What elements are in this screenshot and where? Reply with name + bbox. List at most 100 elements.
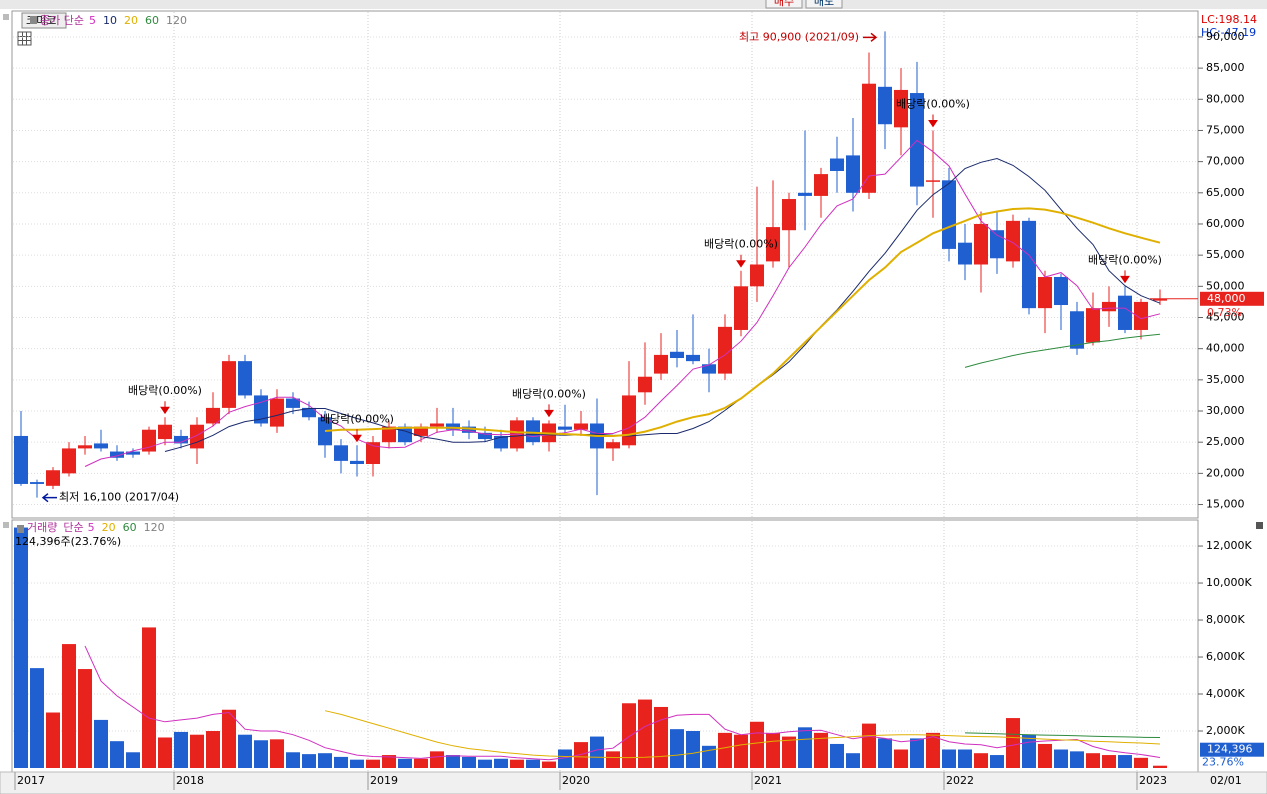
candle-body <box>254 395 268 424</box>
candle-body <box>222 361 236 408</box>
volume-bar <box>254 740 268 768</box>
candle-body <box>206 407 220 424</box>
y-tick-label: 12,000K <box>1206 539 1252 552</box>
candle-body <box>414 426 428 436</box>
candle-body <box>526 420 540 443</box>
volume-bar <box>654 706 668 768</box>
candle-body <box>318 417 332 446</box>
change-label: 0.73% <box>1207 306 1242 319</box>
candle-body <box>782 199 796 231</box>
sell-label[interactable]: 매도 <box>814 0 834 8</box>
volume-bar <box>926 732 940 768</box>
ma-line <box>164 157 1161 452</box>
hc-label: HC:-47.19 <box>1201 26 1256 39</box>
max-arrow <box>863 32 878 42</box>
y-tick-label: 90,000 <box>1206 30 1245 43</box>
y-tick-label: 40,000 <box>1206 342 1245 355</box>
ma-line <box>964 732 1161 738</box>
legend-icon <box>17 525 24 533</box>
volume-bar <box>430 751 444 768</box>
y-tick-label: 20,000 <box>1206 466 1245 479</box>
volume-bar <box>462 756 476 768</box>
last-volume-label: 124,396 <box>1207 743 1253 756</box>
volume-bar <box>1070 751 1084 768</box>
volume-bar <box>206 731 220 768</box>
volume-bar <box>558 749 572 768</box>
price-panel <box>11 10 1199 519</box>
min-arrow <box>41 493 57 503</box>
candle-body <box>846 155 860 193</box>
lc-label: LC:198.14 <box>1201 13 1257 26</box>
candle-body <box>878 86 892 125</box>
volume-bar <box>942 749 956 768</box>
volume-bar <box>62 644 76 768</box>
candle-body <box>1153 298 1167 301</box>
volume-bar <box>974 753 988 768</box>
volume-bar <box>158 737 172 768</box>
candle-body <box>990 230 1004 259</box>
y-tick-label: 75,000 <box>1206 123 1245 136</box>
candle-body <box>814 174 828 196</box>
volume-bar <box>94 719 108 768</box>
candle-body <box>974 223 988 265</box>
volume-bar <box>622 703 636 768</box>
x-tick-label: 2023 <box>1139 774 1167 787</box>
buy-label[interactable]: 매수 <box>774 0 794 8</box>
volume-bar <box>606 751 620 768</box>
candle-body <box>238 361 252 396</box>
volume-bar <box>398 758 412 768</box>
candle-body <box>366 442 380 465</box>
volume-bar <box>1134 757 1148 768</box>
candle-body <box>1006 220 1020 262</box>
dividend-arrow <box>160 401 170 415</box>
sell-button[interactable] <box>805 0 843 9</box>
volume-bar <box>1153 765 1167 768</box>
candle-body <box>830 158 844 171</box>
volume-bar <box>526 759 540 768</box>
legend-entry: 10 <box>103 14 117 27</box>
volume-caption: 124,396주(23.76%) <box>15 535 121 548</box>
candle-body <box>1134 301 1148 330</box>
legend-entry: 20 <box>102 521 116 534</box>
candle-body <box>1070 311 1084 349</box>
y-tick-label: 35,000 <box>1206 373 1245 386</box>
candle-body <box>862 83 876 193</box>
ma-line <box>324 207 1161 437</box>
panel-close[interactable] <box>1256 522 1263 529</box>
y-tick-label: 10,000K <box>1206 576 1252 589</box>
candle-body <box>638 376 652 393</box>
volume-bar <box>446 755 460 768</box>
candle-body <box>654 354 668 374</box>
y-tick-label: 70,000 <box>1206 155 1245 168</box>
volume-bar <box>686 731 700 768</box>
volume-bar <box>862 723 876 768</box>
volume-bar <box>302 754 316 768</box>
candle-body <box>766 227 780 262</box>
volume-bar <box>222 709 236 768</box>
buy-button[interactable] <box>765 0 803 9</box>
ma-line <box>324 710 1161 759</box>
x-tick-label: 2019 <box>370 774 398 787</box>
volume-bar <box>638 699 652 768</box>
grid-icon[interactable] <box>17 31 32 46</box>
volume-bar <box>1118 755 1132 768</box>
y-tick-label: 60,000 <box>1206 217 1245 230</box>
candle-body <box>686 354 700 362</box>
volume-bar <box>238 734 252 768</box>
candle-body <box>718 326 732 374</box>
candle-body <box>926 180 940 182</box>
top-strip <box>0 0 1267 9</box>
dividend-arrow <box>352 429 362 443</box>
candle-body <box>46 470 60 486</box>
volume-bar <box>846 753 860 768</box>
candle-body <box>350 460 364 465</box>
candle-body <box>174 435 188 444</box>
dividend-label: 배당락(0.00%) <box>896 97 970 110</box>
volume-bar <box>574 742 588 768</box>
volume-bar <box>590 736 604 768</box>
candle-body <box>1118 295 1132 330</box>
legend-entry: 60 <box>145 14 159 27</box>
candle-body <box>1022 220 1036 309</box>
volume-bar <box>510 759 524 768</box>
